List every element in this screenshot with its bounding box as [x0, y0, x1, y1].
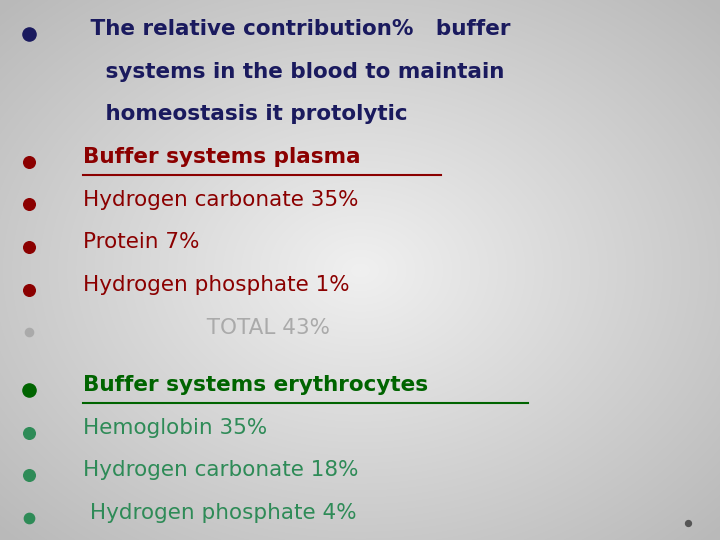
- Text: Hemoglobin 35%: Hemoglobin 35%: [83, 418, 267, 438]
- Text: TOTAL 43%: TOTAL 43%: [83, 318, 330, 338]
- Text: homeostasis it protolytic: homeostasis it protolytic: [83, 104, 408, 124]
- Point: [23, 428, 35, 437]
- Text: Buffer systems erythrocytes: Buffer systems erythrocytes: [83, 375, 428, 395]
- Point: [23, 200, 35, 209]
- Text: The relative contribution%   buffer: The relative contribution% buffer: [83, 19, 510, 39]
- Text: Hydrogen carbonate 18%: Hydrogen carbonate 18%: [83, 461, 359, 481]
- Point: [23, 514, 35, 522]
- Point: [23, 30, 35, 38]
- Text: Protein 7%: Protein 7%: [83, 232, 199, 252]
- Point: [682, 518, 693, 527]
- Point: [23, 386, 35, 394]
- Text: Hydrogen carbonate 35%: Hydrogen carbonate 35%: [83, 190, 359, 210]
- Point: [23, 243, 35, 252]
- Point: [23, 158, 35, 166]
- Text: Hydrogen phosphate 1%: Hydrogen phosphate 1%: [83, 275, 349, 295]
- Point: [23, 286, 35, 294]
- Point: [23, 328, 35, 337]
- Text: Buffer systems plasma: Buffer systems plasma: [83, 147, 361, 167]
- Text: systems in the blood to maintain: systems in the blood to maintain: [83, 62, 504, 82]
- Text: Hydrogen phosphate 4%: Hydrogen phosphate 4%: [83, 503, 356, 523]
- Point: [23, 471, 35, 480]
